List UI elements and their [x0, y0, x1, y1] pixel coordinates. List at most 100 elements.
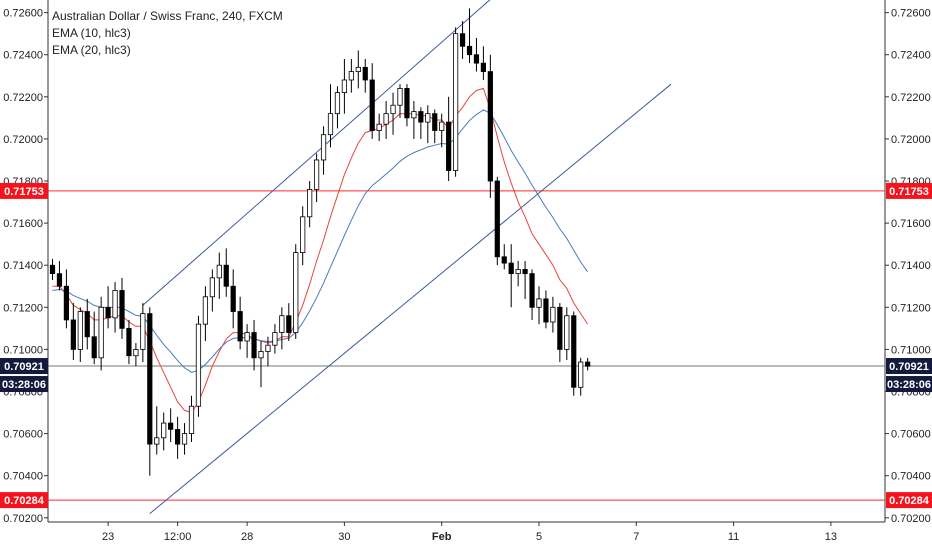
candlestick[interactable]: [195, 315, 202, 417]
candlestick[interactable]: [522, 261, 528, 299]
candlestick[interactable]: [56, 261, 63, 291]
candlestick[interactable]: [327, 84, 334, 148]
candlestick[interactable]: [473, 37, 480, 72]
x-tick-label: 23: [102, 531, 114, 543]
candlestick[interactable]: [334, 86, 341, 129]
candle-body-up: [536, 298, 542, 308]
candlestick[interactable]: [133, 343, 139, 367]
candlestick[interactable]: [126, 319, 132, 365]
candlestick[interactable]: [279, 307, 285, 350]
candlestick[interactable]: [98, 296, 104, 371]
candlestick[interactable]: [300, 206, 306, 266]
candlestick[interactable]: [161, 412, 167, 451]
candlestick[interactable]: [348, 58, 354, 93]
candlestick[interactable]: [362, 58, 368, 93]
candlestick[interactable]: [223, 248, 229, 297]
candlestick[interactable]: [313, 153, 320, 203]
candle-body-up: [161, 422, 167, 439]
countdown-label-left: 03:28:06: [0, 376, 48, 393]
candlestick[interactable]: [105, 286, 111, 329]
y-tick-label-right: 0.72400: [891, 50, 931, 62]
candlestick[interactable]: [244, 324, 250, 358]
y-tick-label-right: 0.71000: [891, 344, 931, 356]
candle-body-up: [98, 306, 104, 359]
candlestick[interactable]: [237, 296, 243, 350]
candlestick[interactable]: [320, 126, 327, 175]
candle-body-down: [286, 315, 292, 333]
candlestick[interactable]: [529, 269, 535, 320]
candlestick[interactable]: [397, 84, 403, 118]
candlestick[interactable]: [466, 8, 473, 64]
candle-body-up: [411, 111, 417, 119]
candlestick[interactable]: [91, 311, 97, 365]
candlestick[interactable]: [251, 319, 257, 371]
candlestick[interactable]: [258, 340, 264, 388]
candlestick[interactable]: [508, 244, 514, 308]
candlestick[interactable]: [49, 258, 56, 280]
candlestick[interactable]: [355, 50, 361, 89]
candlestick[interactable]: [174, 416, 181, 459]
candlestick[interactable]: [418, 107, 424, 139]
candlestick[interactable]: [147, 307, 153, 476]
candlestick[interactable]: [119, 277, 125, 339]
candlestick[interactable]: [557, 303, 563, 363]
candlestick[interactable]: [216, 252, 222, 299]
candlestick[interactable]: [550, 296, 556, 333]
candlestick[interactable]: [446, 96, 452, 182]
candlestick[interactable]: [293, 244, 299, 339]
candlestick[interactable]: [432, 109, 438, 144]
candle-body-up: [327, 113, 334, 136]
candlestick[interactable]: [202, 286, 208, 341]
candlestick[interactable]: [515, 261, 521, 287]
ema-20-label: EMA (20, hlc3): [52, 43, 131, 57]
candlestick[interactable]: [411, 101, 417, 139]
y-tick-label-right: 0.71200: [891, 302, 931, 314]
candle-body-up: [195, 323, 202, 407]
candlestick[interactable]: [154, 406, 160, 455]
candlestick[interactable]: [480, 46, 487, 80]
candlestick[interactable]: [494, 176, 500, 266]
candlestick[interactable]: [459, 21, 466, 59]
candlestick[interactable]: [390, 92, 396, 135]
candle-body-up: [397, 88, 403, 106]
candlestick[interactable]: [265, 336, 271, 367]
candlestick[interactable]: [571, 311, 577, 396]
candlestick[interactable]: [383, 101, 389, 139]
candlestick[interactable]: [112, 282, 118, 333]
candlestick[interactable]: [452, 27, 459, 177]
candlestick[interactable]: [272, 324, 278, 354]
candlestick[interactable]: [168, 408, 174, 443]
candlestick[interactable]: [140, 303, 146, 363]
candlestick[interactable]: [369, 63, 375, 139]
candlestick[interactable]: [543, 290, 549, 329]
candlestick[interactable]: [230, 269, 236, 329]
candlestick[interactable]: [286, 303, 292, 341]
candle-body-down: [49, 264, 56, 275]
candlestick[interactable]: [188, 395, 195, 443]
candlestick[interactable]: [536, 286, 542, 325]
candlestick[interactable]: [376, 113, 382, 142]
y-tick-label-left: 0.70600: [3, 429, 43, 441]
candlestick[interactable]: [341, 58, 348, 114]
candlesticks[interactable]: [49, 8, 591, 476]
candlestick[interactable]: [501, 244, 507, 270]
candlestick[interactable]: [84, 298, 90, 350]
candlestick[interactable]: [585, 357, 591, 371]
candlestick[interactable]: [564, 307, 570, 360]
candlestick[interactable]: [70, 303, 76, 360]
plot-area[interactable]: [48, 0, 885, 514]
candlestick[interactable]: [77, 307, 83, 363]
candlestick[interactable]: [578, 357, 584, 396]
candlestick[interactable]: [63, 269, 69, 329]
candlestick[interactable]: [425, 105, 431, 144]
candlestick[interactable]: [209, 269, 215, 312]
candlestick[interactable]: [307, 181, 313, 228]
candlestick[interactable]: [439, 113, 445, 148]
candlestick[interactable]: [404, 84, 410, 127]
candle-body-up: [376, 123, 382, 131]
candle-body-up: [244, 332, 250, 342]
candlestick[interactable]: [487, 54, 493, 198]
candlestick[interactable]: [181, 423, 188, 455]
